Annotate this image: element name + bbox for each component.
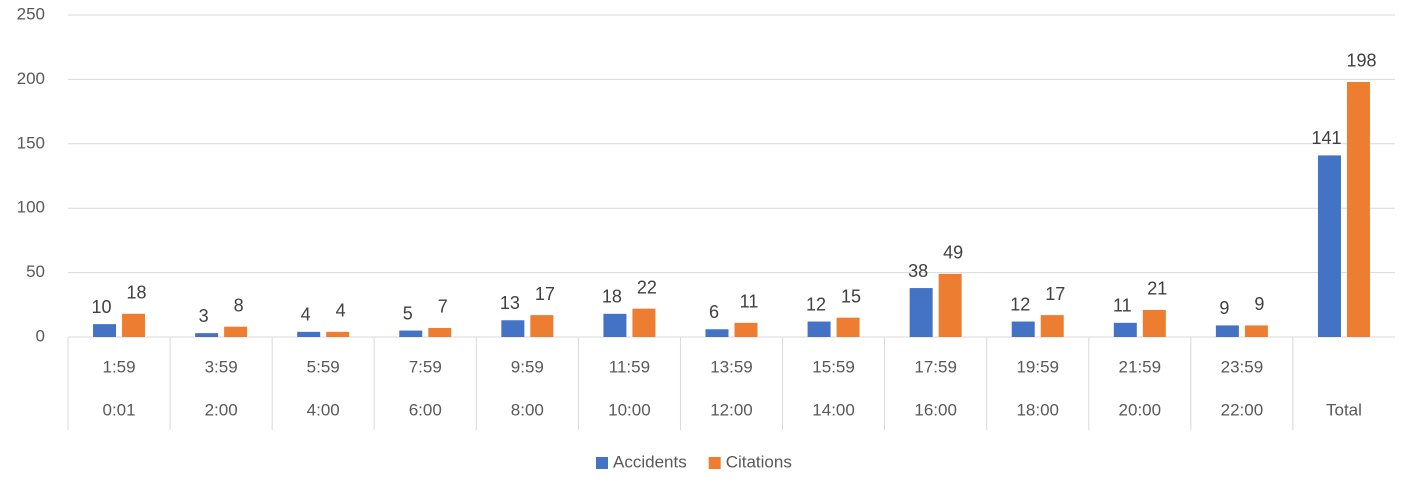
bar xyxy=(530,315,554,337)
bar xyxy=(297,331,321,337)
data-label: 8 xyxy=(234,295,244,315)
bar xyxy=(938,273,962,337)
data-label: 6 xyxy=(709,302,719,322)
data-label: 11 xyxy=(740,292,759,312)
data-label: 4 xyxy=(336,301,346,321)
bar xyxy=(399,330,423,337)
bar xyxy=(807,321,831,337)
data-label: 9 xyxy=(1254,294,1264,314)
bar xyxy=(122,313,146,337)
x-tick-label: 1:59 xyxy=(102,357,135,376)
x-group-label: 2:00 xyxy=(205,400,238,419)
data-label: 17 xyxy=(535,284,555,304)
data-label: 10 xyxy=(92,297,112,317)
x-tick-label: 9:59 xyxy=(511,357,544,376)
data-label: 11 xyxy=(1113,296,1132,316)
x-group-label: 18:00 xyxy=(1016,400,1059,419)
data-label: 49 xyxy=(943,243,963,263)
x-tick-label: 5:59 xyxy=(307,357,340,376)
y-tick-label: 50 xyxy=(26,262,45,281)
legend-label: Accidents xyxy=(613,452,687,471)
bar xyxy=(501,320,525,337)
bar xyxy=(1113,322,1137,337)
bar xyxy=(909,288,933,337)
y-tick-label: 250 xyxy=(17,4,45,23)
data-label: 141 xyxy=(1311,128,1341,148)
data-label: 12 xyxy=(1010,294,1030,314)
bar xyxy=(603,313,627,337)
data-label: 22 xyxy=(637,277,657,297)
data-label: 15 xyxy=(841,286,861,306)
x-tick-label: 3:59 xyxy=(205,357,238,376)
bar xyxy=(93,324,117,337)
data-label: 13 xyxy=(500,293,520,313)
y-tick-label: 100 xyxy=(17,198,45,217)
bar xyxy=(705,329,729,337)
bar xyxy=(1215,325,1239,337)
bar xyxy=(836,317,860,337)
x-group-label: Total xyxy=(1326,400,1362,419)
bar xyxy=(1346,81,1370,337)
x-group-label: 16:00 xyxy=(914,400,957,419)
x-group-label: 10:00 xyxy=(608,400,651,419)
x-group-label: 14:00 xyxy=(812,400,855,419)
data-label: 4 xyxy=(301,305,311,325)
data-label: 7 xyxy=(438,297,448,317)
x-tick-label: 15:59 xyxy=(812,357,855,376)
bar xyxy=(1040,315,1064,337)
x-tick-label: 7:59 xyxy=(409,357,442,376)
data-label: 198 xyxy=(1346,51,1376,71)
data-label: 17 xyxy=(1045,284,1065,304)
data-label: 38 xyxy=(908,261,928,281)
data-label: 5 xyxy=(403,303,413,323)
x-tick-label: 17:59 xyxy=(914,357,957,376)
bar xyxy=(1142,309,1166,337)
data-label: 3 xyxy=(199,306,209,326)
legend-swatch xyxy=(708,457,721,469)
x-tick-label: 13:59 xyxy=(710,357,753,376)
y-tick-label: 0 xyxy=(36,326,45,345)
data-label: 21 xyxy=(1147,279,1167,299)
bar xyxy=(326,331,350,337)
x-group-label: 22:00 xyxy=(1221,400,1264,419)
x-group-label: 6:00 xyxy=(409,400,442,419)
x-group-label: 4:00 xyxy=(307,400,340,419)
legend-swatch xyxy=(596,457,608,469)
x-tick-label: 19:59 xyxy=(1016,357,1059,376)
y-tick-label: 200 xyxy=(17,69,45,88)
bar xyxy=(428,327,452,337)
data-label: 9 xyxy=(1219,298,1229,318)
x-tick-label: 23:59 xyxy=(1221,357,1264,376)
bar xyxy=(224,326,248,337)
legend-label: Citations xyxy=(726,452,792,471)
data-label: 18 xyxy=(602,287,622,307)
x-group-label: 8:00 xyxy=(511,400,544,419)
bar xyxy=(1317,155,1341,337)
y-tick-label: 150 xyxy=(17,133,45,152)
bar xyxy=(1244,325,1268,337)
x-tick-label: 11:59 xyxy=(609,357,650,376)
data-label: 12 xyxy=(806,294,826,314)
bar xyxy=(632,308,656,337)
x-group-label: 12:00 xyxy=(710,400,753,419)
x-tick-label: 21:59 xyxy=(1119,357,1162,376)
x-group-label: 0:01 xyxy=(102,400,135,419)
x-group-label: 20:00 xyxy=(1119,400,1162,419)
bar xyxy=(1011,321,1035,337)
data-label: 18 xyxy=(127,283,147,303)
bar xyxy=(195,333,219,337)
bar xyxy=(734,322,758,337)
